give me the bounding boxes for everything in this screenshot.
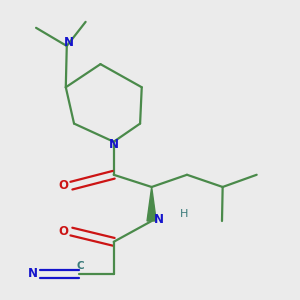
Text: O: O <box>58 179 68 192</box>
Text: N: N <box>154 213 164 226</box>
Text: N: N <box>28 267 38 280</box>
Polygon shape <box>147 187 156 221</box>
Text: C: C <box>76 261 84 271</box>
Text: N: N <box>64 36 74 49</box>
Text: O: O <box>58 225 68 238</box>
Text: N: N <box>109 138 119 151</box>
Text: H: H <box>179 209 188 219</box>
